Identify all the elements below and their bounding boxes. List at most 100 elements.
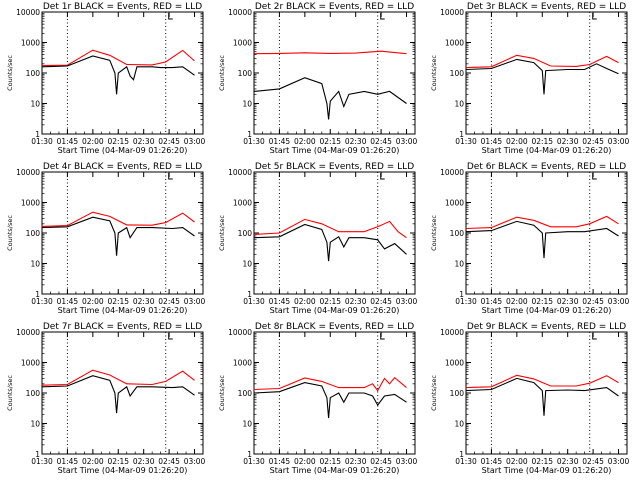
plot-frame	[465, 331, 628, 455]
y-tick-label: 1000	[445, 359, 464, 368]
x-tick-label: 02:00	[506, 457, 528, 466]
x-axis-label: Start Time (04-Mar-09 01:26:20)	[270, 466, 400, 475]
y-tick-label: 100	[238, 229, 253, 238]
x-tick-label: 02:30	[133, 297, 155, 306]
y-tick-label: 1	[247, 290, 252, 299]
y-tick-label: 10000	[440, 328, 464, 337]
panel-title: Det 9r BLACK = Events, RED = LLD	[467, 322, 626, 332]
x-axis-label: Start Time (04-Mar-09 01:26:20)	[58, 146, 188, 155]
x-axis-label: Start Time (04-Mar-09 01:26:20)	[270, 146, 400, 155]
series-line-lld	[41, 211, 195, 227]
x-tick-label: 02:30	[345, 457, 367, 466]
x-tick-label: 02:30	[345, 297, 367, 306]
y-axis-label: Counts/sec	[6, 375, 14, 411]
y-tick-label: 100	[450, 389, 465, 398]
x-tick-label: 02:15	[531, 137, 553, 146]
panel-title: Det 7r BLACK = Events, RED = LLD	[43, 322, 202, 332]
x-tick-label: 02:45	[370, 137, 392, 146]
x-tick-label: 02:45	[582, 137, 604, 146]
y-tick-label: 10	[30, 420, 40, 429]
y-tick-label: 1000	[233, 199, 252, 208]
series-line-events	[41, 216, 195, 256]
y-tick-label: 10	[454, 260, 464, 269]
x-tick-label: 02:15	[107, 297, 129, 306]
series-line-events	[465, 377, 619, 416]
x-tick-label: 03:00	[184, 297, 206, 306]
panel-title: Det 3r BLACK = Events, RED = LLD	[467, 2, 626, 12]
series-line-lld	[253, 50, 407, 55]
x-tick-label: 01:30	[455, 137, 477, 146]
y-tick-label: 10000	[228, 328, 252, 337]
plot-frame	[465, 11, 628, 135]
x-tick-label: 02:15	[319, 137, 341, 146]
y-tick-label: 10000	[16, 168, 40, 177]
x-tick-label: 02:00	[82, 297, 104, 306]
x-tick-label: 02:30	[557, 137, 579, 146]
x-tick-label: 03:00	[608, 457, 630, 466]
x-tick-label: 02:15	[531, 297, 553, 306]
y-axis-label: Counts/sec	[430, 375, 438, 411]
y-tick-label: 10	[242, 100, 252, 109]
y-tick-label: 1	[247, 130, 252, 139]
y-tick-label: 10	[30, 100, 40, 109]
series-line-lld	[41, 369, 195, 386]
x-tick-label: 01:45	[269, 457, 291, 466]
y-tick-label: 10	[30, 260, 40, 269]
x-tick-label: 01:45	[269, 297, 291, 306]
y-tick-label: 1000	[445, 39, 464, 48]
y-tick-label: 1	[247, 450, 252, 459]
y-tick-label: 100	[26, 229, 41, 238]
x-tick-label: 01:45	[57, 137, 79, 146]
y-axis-label: Counts/sec	[430, 55, 438, 91]
x-tick-label: 02:15	[319, 297, 341, 306]
x-axis-label: Start Time (04-Mar-09 01:26:20)	[270, 306, 400, 315]
y-tick-label: 100	[450, 69, 465, 78]
interval-bracket	[592, 13, 597, 20]
y-tick-label: 10	[454, 420, 464, 429]
y-axis-label: Counts/sec	[218, 215, 226, 251]
x-tick-label: 02:30	[557, 297, 579, 306]
x-tick-label: 02:00	[506, 297, 528, 306]
y-tick-label: 10000	[440, 168, 464, 177]
interval-bracket	[592, 173, 597, 180]
panel-7: Det 7r BLACK = Events, RED = LLD 1 10 100 10…	[6, 322, 206, 475]
x-tick-label: 01:30	[31, 457, 53, 466]
x-tick-label: 02:00	[294, 137, 316, 146]
interval-bracket	[168, 13, 173, 20]
panel-8: Det 8r BLACK = Events, RED = LLD 1 10 100 10…	[218, 322, 418, 475]
x-tick-label: 02:15	[107, 457, 129, 466]
series-line-events	[465, 220, 619, 259]
x-tick-label: 02:30	[557, 457, 579, 466]
y-tick-label: 10000	[16, 8, 40, 17]
panel-1: Det 1r BLACK = Events, RED = LLD 1 10 100 10…	[6, 2, 206, 155]
plot-frame	[253, 331, 416, 455]
x-tick-label: 01:45	[481, 457, 503, 466]
x-axis-label: Start Time (04-Mar-09 01:26:20)	[482, 146, 612, 155]
plot-frame	[41, 11, 204, 135]
x-tick-label: 02:45	[158, 137, 180, 146]
x-tick-label: 01:45	[481, 137, 503, 146]
interval-bracket	[168, 333, 173, 340]
x-tick-label: 01:30	[455, 457, 477, 466]
x-tick-label: 03:00	[396, 457, 418, 466]
series-line-events	[253, 223, 407, 262]
x-tick-label: 02:45	[582, 297, 604, 306]
x-tick-label: 02:00	[82, 457, 104, 466]
y-tick-label: 1	[459, 290, 464, 299]
x-tick-label: 03:00	[184, 137, 206, 146]
y-tick-label: 1000	[21, 199, 40, 208]
panel-title: Det 1r BLACK = Events, RED = LLD	[43, 2, 202, 12]
interval-bracket	[380, 333, 385, 340]
y-axis-label: Counts/sec	[6, 55, 14, 91]
y-axis-label: Counts/sec	[430, 215, 438, 251]
y-tick-label: 1000	[21, 359, 40, 368]
x-tick-label: 02:45	[370, 457, 392, 466]
series-line-events	[253, 77, 407, 120]
y-axis-label: Counts/sec	[6, 215, 14, 251]
panel-5: Det 5r BLACK = Events, RED = LLD 1 10 100 10…	[218, 162, 418, 315]
plot-frame	[41, 331, 204, 455]
panel-3: Det 3r BLACK = Events, RED = LLD 1 10 100 10…	[430, 2, 630, 155]
x-tick-label: 01:30	[243, 297, 265, 306]
series-line-lld	[465, 54, 619, 69]
